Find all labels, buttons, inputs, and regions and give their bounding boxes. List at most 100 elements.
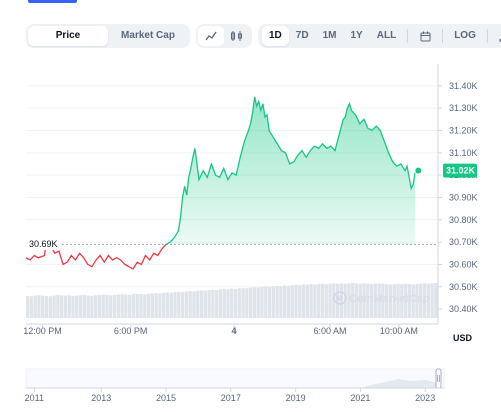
volume-bar — [396, 283, 400, 318]
y-axis: 31.40K31.30K31.20K31.10K31.00K30.90K30.8… — [437, 64, 478, 324]
price-line-down — [25, 244, 168, 270]
volume-bar — [97, 294, 102, 318]
volume-bar — [105, 294, 109, 318]
volume-bar — [415, 284, 419, 318]
candlestick-icon[interactable] — [224, 26, 250, 46]
volume-bar — [411, 284, 415, 318]
line-chart-icon[interactable] — [198, 26, 224, 46]
navigator-tick-label: 2013 — [91, 393, 111, 403]
volume-bar — [283, 285, 287, 318]
baseline-value: 30.69K — [29, 239, 58, 249]
volume-bar — [131, 294, 136, 318]
volume-bar — [347, 283, 351, 318]
baseline-label: 30.69K — [26, 237, 61, 250]
range-1m[interactable]: 1M — [322, 30, 337, 41]
volume-bar — [177, 291, 181, 318]
currency-label: USD — [453, 333, 473, 343]
current-price-dot — [414, 166, 423, 175]
current-price-box — [443, 163, 477, 178]
price-area — [26, 97, 416, 245]
tab-market-cap[interactable]: Market Cap — [121, 30, 175, 41]
volume-bar — [294, 284, 298, 318]
volume-bar — [358, 283, 362, 318]
volume-bar — [237, 288, 241, 318]
volume-bar — [249, 287, 253, 318]
range-all[interactable]: ALL — [376, 30, 397, 41]
volume-bar — [222, 288, 226, 318]
volume-bar — [369, 284, 374, 318]
volume-bar — [252, 287, 257, 318]
y-tick-label: 31.10K — [449, 148, 478, 158]
current-price-tag: 31.02K — [414, 163, 477, 178]
volume-bar — [109, 295, 113, 318]
volume-bar — [400, 284, 404, 318]
navigator-handle — [435, 368, 442, 389]
volume-bar — [44, 295, 49, 318]
y-tick-label: 31.30K — [449, 103, 478, 113]
volume-bar — [245, 288, 249, 318]
volume-bar — [377, 283, 381, 318]
volume-bar — [71, 295, 75, 318]
watermark-text: CoinMarketCap — [349, 293, 430, 305]
volume-bar — [275, 285, 279, 318]
x-tick-label: 4 — [232, 326, 237, 336]
volume-bar — [63, 295, 68, 318]
range-1y[interactable]: 1Y — [350, 30, 363, 41]
volume-bar — [101, 294, 105, 318]
volume-bar — [218, 289, 223, 318]
calendar-icon[interactable] — [412, 26, 438, 46]
volume-bar — [256, 287, 260, 318]
download-icon[interactable] — [492, 26, 501, 46]
volume-bar — [430, 283, 434, 318]
volume-bar — [86, 295, 90, 318]
volume-bar — [230, 288, 234, 318]
x-axis: 12:00 PM 6:00 PM 4 6:00 AM 10:00 AM — [23, 323, 438, 336]
svg-text:M: M — [336, 296, 342, 303]
navigator-tick-label: 2023 — [415, 393, 435, 403]
volume-bar — [120, 294, 124, 318]
price-area-fill — [26, 97, 416, 245]
volume-bar — [139, 294, 143, 318]
y-tick-label: 30.90K — [449, 192, 478, 202]
range-navigator[interactable]: 2011 2013 2015 2017 2019 2021 2023 — [25, 368, 445, 403]
volume-bar — [165, 292, 170, 318]
volume-bar — [419, 283, 423, 318]
volume-bar — [233, 288, 238, 318]
range-7d[interactable]: 7D — [295, 30, 309, 41]
navigator-history-area — [361, 379, 438, 388]
volume-bar — [112, 294, 117, 318]
volume-bar — [75, 295, 79, 318]
volume-bar — [78, 295, 83, 318]
volume-bar — [279, 286, 283, 318]
tab-price[interactable]: Price — [28, 26, 108, 46]
x-tick-label: 12:00 PM — [23, 326, 62, 336]
volume-bar — [82, 294, 86, 318]
volume-bar — [226, 289, 230, 318]
volume-bar — [67, 295, 71, 318]
volume-bar — [298, 285, 302, 318]
navigator-tick-label: 2015 — [156, 393, 176, 403]
volume-bar — [173, 292, 177, 318]
navigator-tick-label: 2017 — [221, 393, 241, 403]
volume-bar — [366, 283, 370, 318]
y-tick-label: 30.50K — [449, 282, 478, 292]
volume-bar — [180, 292, 185, 318]
volume-bar — [407, 284, 412, 318]
volume-bar — [260, 286, 264, 318]
view-toggle: Price Market Cap — [26, 24, 190, 48]
navigator-tick-label: 2011 — [25, 393, 44, 403]
log-scale-toggle[interactable]: LOG — [454, 30, 476, 41]
chart-type-toggle — [196, 24, 252, 48]
volume-bar — [158, 293, 162, 318]
volume-bar — [309, 284, 313, 318]
x-tick-label: 6:00 PM — [114, 326, 148, 336]
range-1d[interactable]: 1D — [262, 26, 289, 46]
volume-bar — [320, 283, 325, 318]
volume-bar — [90, 295, 94, 318]
volume-bar — [267, 286, 272, 318]
volume-bar — [128, 294, 132, 318]
volume-bar — [184, 291, 189, 318]
y-tick-label: 30.80K — [449, 215, 478, 225]
volume-bar — [271, 286, 275, 318]
